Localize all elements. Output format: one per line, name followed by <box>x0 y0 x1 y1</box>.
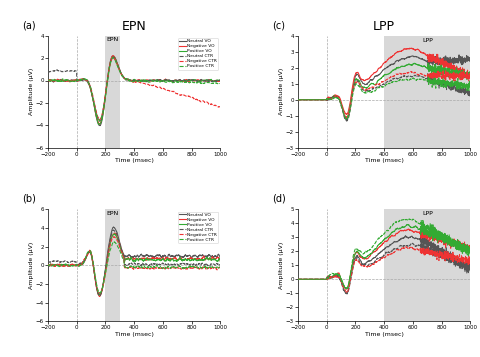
Text: LPP: LPP <box>422 37 432 42</box>
Y-axis label: Amplitude (μV): Amplitude (μV) <box>29 68 34 115</box>
Text: EPN: EPN <box>107 37 119 42</box>
Title: LPP: LPP <box>373 20 395 33</box>
Y-axis label: Amplitude (μV): Amplitude (μV) <box>279 242 284 289</box>
Text: (b): (b) <box>22 194 36 204</box>
X-axis label: Time (msec): Time (msec) <box>365 332 404 337</box>
Text: LPP: LPP <box>422 211 432 216</box>
Text: Task 2: Task 2 <box>0 250 1 281</box>
X-axis label: Time (msec): Time (msec) <box>115 332 154 337</box>
X-axis label: Time (msec): Time (msec) <box>365 158 404 163</box>
Bar <box>106 209 120 321</box>
Y-axis label: Amplitude (μV): Amplitude (μV) <box>29 242 34 289</box>
Bar <box>106 36 120 148</box>
Legend: Neutral VO, Negative VO, Positive VO, Neutral CTR, Negative CTR, Positive CTR: Neutral VO, Negative VO, Positive VO, Ne… <box>178 38 218 70</box>
Text: (d): (d) <box>272 194 286 204</box>
Text: Task 1: Task 1 <box>0 76 1 107</box>
Bar <box>384 209 470 321</box>
Title: EPN: EPN <box>122 20 146 33</box>
Text: (a): (a) <box>22 20 36 30</box>
Bar <box>384 36 470 148</box>
Y-axis label: Amplitude (μV): Amplitude (μV) <box>279 68 284 115</box>
Text: (c): (c) <box>272 20 285 30</box>
X-axis label: Time (msec): Time (msec) <box>115 158 154 163</box>
Legend: Neutral VO, Negative VO, Positive VO, Neutral CTR, Negative CTR, Positive CTR: Neutral VO, Negative VO, Positive VO, Ne… <box>178 211 218 243</box>
Text: EPN: EPN <box>107 211 119 216</box>
